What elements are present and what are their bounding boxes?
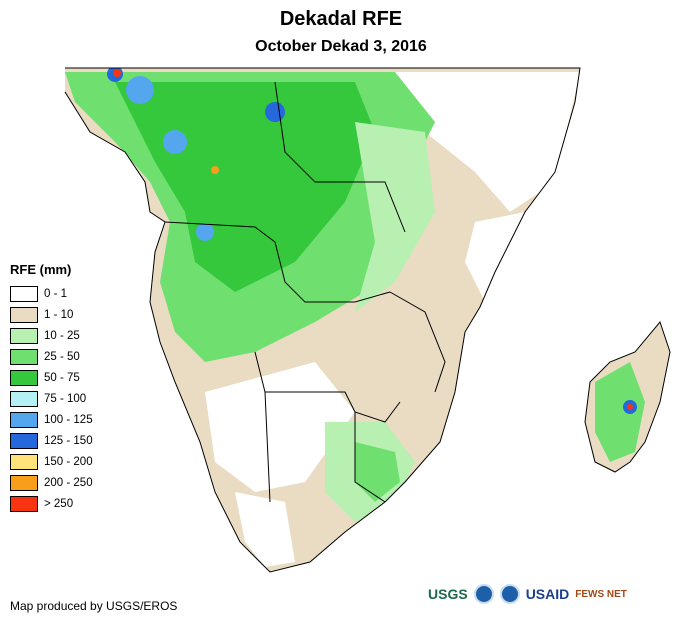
legend-item: 125 - 150 [10,430,93,451]
border [254,351,401,423]
border [164,221,391,303]
legend-rows: 0 - 1 1 - 10 10 - 25 25 - 50 50 - 75 75 - 100… [10,283,93,514]
legend-item: 1 - 10 [10,304,93,325]
legend-item: > 250 [10,493,93,514]
legend-swatch [10,411,38,428]
legend-swatch [10,453,38,470]
legend: RFE (mm) 0 - 1 1 - 10 10 - 25 25 - 50 50 - 7… [10,262,93,514]
legend-swatch [10,327,38,344]
border [264,391,271,503]
legend-item: 75 - 100 [10,388,93,409]
legend-label: 100 - 125 [44,413,93,426]
heavy-rain-cell [265,102,285,122]
legend-item: 200 - 250 [10,472,93,493]
legend-swatch [10,348,38,365]
dry-zone-southwest [205,362,355,492]
dry-zone-south [235,492,295,567]
legend-label: 75 - 100 [44,392,87,405]
legend-item: 10 - 25 [10,325,93,346]
legend-label: 25 - 50 [44,350,80,363]
border [354,412,386,503]
heavy-rain-cell [196,223,214,241]
rainfall-map [64,67,671,573]
extreme-rain-cell [211,166,219,174]
border [389,291,446,393]
legend-label: 10 - 25 [44,329,80,342]
legend-swatch [10,285,38,302]
map-subtitle: October Dekad 3, 2016 [255,38,427,55]
legend-item: 50 - 75 [10,367,93,388]
legend-label: 50 - 75 [44,371,80,384]
legend-item: 150 - 200 [10,451,93,472]
map-title: Dekadal RFE [279,8,403,30]
legend-label: 150 - 200 [44,455,93,468]
legend-swatch [10,390,38,407]
rain-zone-madagascar [595,362,645,462]
legend-item: 0 - 1 [10,283,93,304]
legend-swatch [10,306,38,323]
legend-label: 1 - 10 [44,308,74,321]
usgs-logo: USGS [428,586,468,602]
heavy-rain-cell [126,76,154,104]
legend-item: 25 - 50 [10,346,93,367]
legend-swatch [10,495,38,512]
logo-strip: USGS USAID FEWS NET [428,584,627,604]
legend-label: > 250 [44,497,74,510]
legend-label: 125 - 150 [44,434,93,447]
legend-label: 0 - 1 [44,287,68,300]
usaid-seal-icon [499,584,520,604]
madagascar-coastline [584,320,671,473]
coastline [64,67,581,573]
legend-swatch [10,432,38,449]
usaid-logo: USAID [525,586,570,602]
rain-zone-southeast-core [355,442,400,502]
legend-title: RFE (mm) [10,262,72,277]
legend-swatch [10,369,38,386]
border [274,81,406,233]
rain-zone-light [355,122,435,312]
credit-text: Map produced by USGS/EROS [10,599,178,613]
extreme-rain-cell [627,404,633,410]
fews-net-logo: FEWS NET [575,588,627,600]
extreme-rain-cell [113,69,121,77]
legend-label: 200 - 250 [44,476,93,489]
legend-item: 100 - 125 [10,409,93,430]
noaa-seal-icon [473,584,494,604]
heavy-rain-cell [163,130,187,154]
legend-swatch [10,474,38,491]
